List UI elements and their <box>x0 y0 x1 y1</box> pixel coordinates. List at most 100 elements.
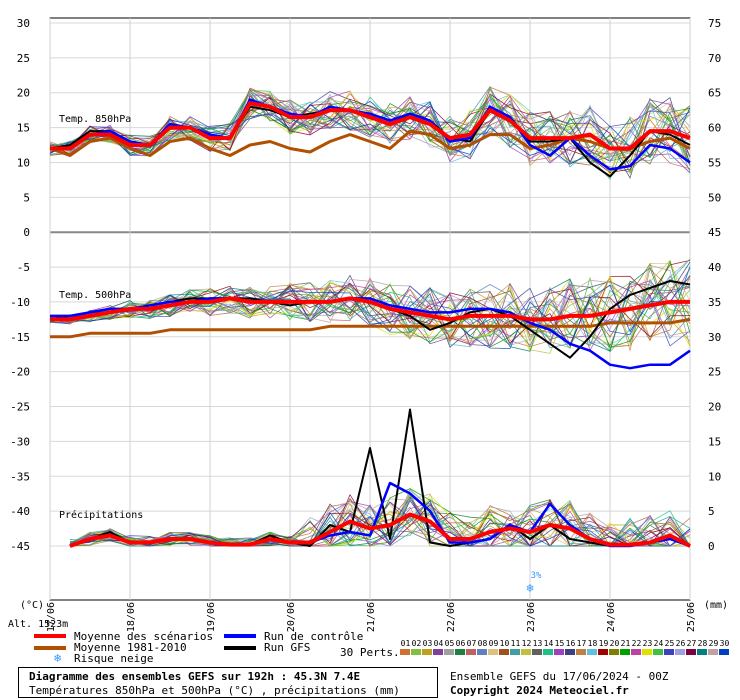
pert-swatch: 26 <box>675 639 686 655</box>
legend-control-label: Run de contrôle <box>264 630 364 643</box>
pert-color-box <box>488 649 498 655</box>
pert-swatch: 18 <box>587 639 598 655</box>
right-tick-label: 20 <box>708 401 721 414</box>
x-tick-label: 21/06 <box>366 602 377 632</box>
pert-color-box <box>598 649 608 655</box>
series-850-moyenne-1981-2010 <box>49 129 691 157</box>
pert-color-box <box>565 649 575 655</box>
right-tick-label: 0 <box>708 540 715 553</box>
series-precip-moyenne-des-sc-narios <box>69 512 691 548</box>
pert-swatch: 21 <box>620 639 631 655</box>
series-850-moyenne-des-sc-narios <box>50 101 691 151</box>
right-tick-label: 15 <box>708 435 721 448</box>
pert-color-box <box>510 649 520 655</box>
pert-swatch: 14 <box>543 639 554 655</box>
x-tick-label: 18/06 <box>126 602 137 632</box>
panel-label: Précipitations <box>59 509 143 521</box>
series-500-run-de-contr-le <box>50 297 691 370</box>
member-precip-line <box>69 499 691 547</box>
pert-color-box <box>686 649 696 655</box>
pert-color-box <box>653 649 663 655</box>
pert-color-box <box>532 649 542 655</box>
legend-mean-label: Moyenne des scénarios <box>74 630 214 643</box>
pert-swatch: 30 <box>719 639 730 655</box>
x-tick-label: 23/06 <box>526 602 537 632</box>
snow-risk-label: 3% <box>531 571 542 581</box>
pert-swatch: 07 <box>466 639 477 655</box>
right-tick-label: 40 <box>708 261 721 274</box>
right-tick-label: 5 <box>708 505 715 518</box>
pert-color-box <box>499 649 509 655</box>
legend-climo-swatch <box>34 646 66 650</box>
legend-mean-swatch <box>34 634 66 638</box>
legend-climo-label: Moyenne 1981-2010 <box>74 641 187 654</box>
pert-color-box <box>708 649 718 655</box>
pert-color-box <box>400 649 410 655</box>
pert-swatch: 28 <box>697 639 708 655</box>
left-tick-label: -40 <box>10 505 30 518</box>
member-850-line <box>49 88 691 170</box>
pert-swatch: 16 <box>565 639 576 655</box>
series-500-moyenne-1981-2010 <box>50 317 691 339</box>
series-500-moyenne-des-sc-narios <box>50 296 690 322</box>
pert-swatch: 12 <box>521 639 532 655</box>
left-tick-label: -35 <box>10 470 30 483</box>
pert-color-box <box>543 649 553 655</box>
pert-color-box <box>664 649 674 655</box>
snow-risk-icon: ❄ <box>526 581 533 595</box>
right-tick-label: 45 <box>708 226 721 239</box>
x-tick-label: 24/06 <box>606 602 617 632</box>
pert-swatch: 06 <box>455 639 466 655</box>
gefs-ensemble-chart: 302520151050-5-10-15-20-25-30-35-40-4575… <box>8 17 728 632</box>
right-tick-label: 25 <box>708 366 721 379</box>
legend-gfs-swatch <box>224 646 256 650</box>
pert-swatch: 22 <box>631 639 642 655</box>
pert-color-box <box>609 649 619 655</box>
footer-title-box: Diagramme des ensembles GEFS sur 192h : … <box>18 667 438 698</box>
pert-color-box <box>631 649 641 655</box>
pert-swatch: 29 <box>708 639 719 655</box>
pert-swatch: 24 <box>653 639 664 655</box>
panel-label: Temp. 850hPa <box>59 114 131 125</box>
pert-color-box <box>697 649 707 655</box>
chart-title: Diagramme des ensembles GEFS sur 192h : … <box>29 670 361 683</box>
right-tick-label: 30 <box>708 331 721 344</box>
pert-swatch: 02 <box>411 639 422 655</box>
pert-swatch: 23 <box>642 639 653 655</box>
run-info: Ensemble GEFS du 17/06/2024 - 00Z <box>450 670 669 683</box>
pert-color-box <box>521 649 531 655</box>
member-precip-line <box>69 500 691 547</box>
altitude-label: Alt. 1523m <box>8 619 68 630</box>
x-tick-label: 20/06 <box>286 602 297 632</box>
left-tick-label: -20 <box>10 366 30 379</box>
panel-label: Temp. 500hPa <box>59 290 131 301</box>
left-tick-label: 5 <box>23 191 30 204</box>
member-500-line <box>49 276 691 353</box>
pert-swatch: 04 <box>433 639 444 655</box>
right-unit-label: (mm) <box>704 600 728 611</box>
pert-color-box <box>477 649 487 655</box>
pert-color-box <box>576 649 586 655</box>
member-500-line <box>49 266 691 352</box>
pert-swatch: 13 <box>532 639 543 655</box>
right-tick-label: 35 <box>708 296 721 309</box>
legend-control-swatch <box>224 634 256 638</box>
pert-swatch: 11 <box>510 639 521 655</box>
right-tick-label: 50 <box>708 191 721 204</box>
pert-color-box <box>719 649 729 655</box>
copyright: Copyright 2024 Meteociel.fr <box>450 684 629 697</box>
left-tick-label: -5 <box>17 261 30 274</box>
left-unit-label: (°C) <box>20 600 44 611</box>
pert-color-box <box>411 649 421 655</box>
pert-swatch: 20 <box>609 639 620 655</box>
left-tick-label: -10 <box>10 296 30 309</box>
right-tick-label: 55 <box>708 156 721 169</box>
pert-color-box <box>422 649 432 655</box>
legend-perts-label: 30 Perts. <box>340 646 400 659</box>
left-tick-label: 10 <box>17 156 30 169</box>
pert-swatch: 03 <box>422 639 433 655</box>
left-tick-label: 15 <box>17 122 30 135</box>
legend-perts-swatches: 01 02 03 04 05 06 07 08 09 10 11 12 13 14 15 16 17 18 19 20… <box>400 639 732 659</box>
right-tick-label: 75 <box>708 17 721 30</box>
